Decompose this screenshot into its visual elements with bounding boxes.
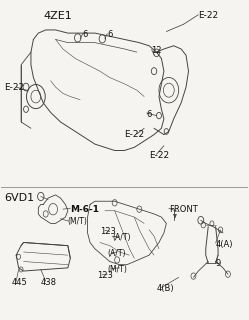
Text: 123: 123	[100, 227, 116, 236]
Text: (M/T): (M/T)	[107, 265, 127, 274]
Text: 6: 6	[107, 30, 113, 39]
Text: 6: 6	[83, 30, 88, 39]
Text: FRONT: FRONT	[169, 205, 197, 214]
Text: M-6-1: M-6-1	[70, 205, 99, 214]
Text: 4ZE1: 4ZE1	[43, 11, 72, 21]
Text: 6: 6	[147, 109, 152, 118]
Text: 445: 445	[11, 278, 27, 287]
Text: E-22: E-22	[4, 83, 24, 92]
Text: 9: 9	[216, 259, 221, 268]
Text: 438: 438	[41, 278, 57, 287]
Text: (M/T): (M/T)	[68, 217, 88, 226]
Text: 4(B): 4(B)	[157, 284, 174, 293]
Text: 123: 123	[97, 271, 113, 280]
Text: E-22: E-22	[198, 11, 218, 20]
Text: (A/T): (A/T)	[107, 249, 126, 258]
Text: 6VD1: 6VD1	[4, 193, 34, 203]
Text: 4(A): 4(A)	[216, 240, 233, 249]
Text: 12: 12	[152, 46, 162, 55]
Text: E-22: E-22	[124, 130, 145, 139]
Text: (A/T): (A/T)	[112, 233, 131, 242]
Text: E-22: E-22	[149, 151, 169, 160]
